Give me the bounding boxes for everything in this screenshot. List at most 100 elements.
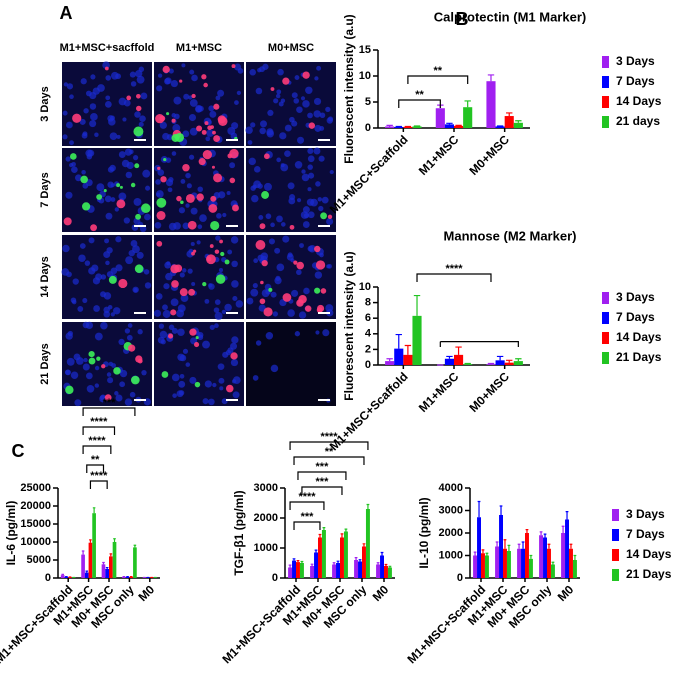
error-bar (322, 527, 326, 530)
significance-bracket (416, 273, 492, 282)
cell-stain (166, 112, 170, 116)
nucleus (179, 272, 185, 278)
nucleus (325, 106, 331, 112)
nucleus (270, 364, 279, 373)
nucleus (318, 205, 324, 212)
nucleus (222, 351, 229, 358)
cell-stain (96, 194, 103, 200)
bar (321, 530, 326, 578)
nucleus (100, 291, 107, 298)
nucleus (218, 377, 225, 384)
error-bar (481, 549, 485, 554)
cell-stain (219, 239, 223, 244)
significance-label: **** (320, 431, 338, 443)
significance-label: ** (91, 454, 100, 466)
cell-stain (314, 245, 321, 253)
nucleus (274, 247, 281, 254)
nucleus (62, 134, 68, 140)
nucleus (313, 97, 322, 106)
error-bar (499, 505, 503, 515)
significance-bracket (439, 341, 519, 348)
nucleus (307, 155, 315, 163)
nucleus (105, 95, 111, 101)
bar (412, 315, 422, 365)
legend-label: 3 Days (616, 290, 655, 304)
x-tick-label: M0 (370, 582, 392, 604)
x-tick-label: M0 (135, 582, 157, 604)
nucleus (182, 222, 190, 230)
bar (385, 361, 395, 365)
nucleus (218, 268, 224, 273)
nucleus (144, 282, 152, 289)
bar (336, 563, 340, 578)
significance-bracket (82, 407, 136, 416)
nucleus (314, 124, 322, 132)
bar (539, 535, 544, 578)
nucleus (302, 100, 310, 108)
cell-stain (317, 304, 325, 313)
significance-bracket (86, 464, 105, 473)
x-tick-label: M1+MSC (416, 369, 462, 415)
nucleus (127, 323, 133, 328)
y-tick-label: 3000 (254, 482, 278, 494)
error-bar (102, 561, 105, 565)
error-bar (366, 503, 370, 509)
nucleus (104, 195, 112, 203)
nucleus (110, 197, 116, 202)
cell-stain (191, 93, 196, 99)
cell-stain (162, 65, 170, 74)
nucleus (105, 75, 112, 81)
nucleus (115, 236, 122, 243)
error-bar (404, 344, 412, 355)
nucleus (265, 213, 272, 220)
cell-stain (170, 264, 180, 274)
bar (473, 555, 478, 578)
nucleus (82, 298, 88, 304)
bar (486, 81, 496, 128)
nucleus (109, 115, 116, 121)
micrograph (246, 322, 336, 406)
significance-label: **** (90, 416, 108, 428)
cell-stain (211, 165, 215, 169)
column-label: M1+MSC (176, 42, 222, 54)
significance-label: **** (90, 470, 108, 482)
nucleus (260, 120, 268, 128)
bar (550, 564, 555, 578)
nucleus (154, 221, 162, 229)
cell-stain (296, 261, 305, 270)
nucleus (280, 222, 286, 227)
nucleus (284, 124, 292, 132)
scale-bar (134, 399, 146, 401)
error-bar (81, 550, 85, 555)
cell-stain (156, 197, 167, 208)
cell-stain (179, 288, 188, 297)
cell-stain (213, 135, 221, 143)
nucleus (319, 126, 325, 131)
cell-stain (320, 288, 327, 294)
nucleus (97, 84, 105, 92)
y-tick-label: 3000 (439, 504, 463, 516)
nucleus (116, 134, 121, 139)
nucleus (66, 83, 74, 90)
cell-stain (135, 213, 142, 220)
nucleus (180, 179, 186, 184)
cell-stain (196, 193, 204, 201)
y-axis-label: IL-6 (pg/ml) (4, 501, 18, 566)
nucleus (82, 363, 90, 371)
error-bar (517, 543, 521, 549)
cell-stain (133, 126, 144, 137)
panel-label: A (60, 3, 73, 23)
nucleus (235, 300, 244, 308)
bar (340, 537, 344, 578)
cell-stain (194, 342, 200, 348)
nucleus (71, 166, 78, 174)
nucleus (206, 129, 214, 137)
significance-bracket (297, 471, 347, 480)
cell-stain (213, 103, 220, 110)
bar (68, 577, 72, 578)
legend-label: 14 Days (616, 330, 662, 344)
cell-stain (182, 163, 190, 172)
nucleus (96, 183, 105, 192)
error-bar (539, 531, 543, 536)
nucleus (70, 371, 79, 379)
